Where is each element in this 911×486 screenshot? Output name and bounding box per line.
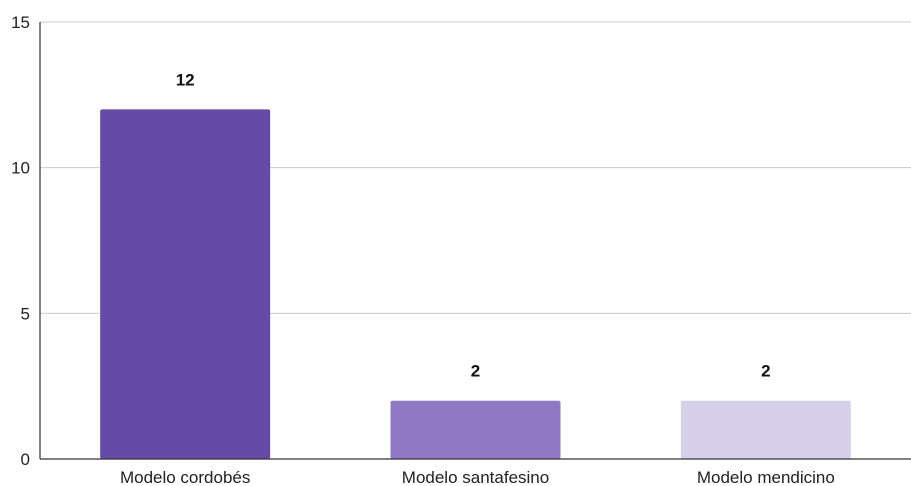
- y-tick-label: 10: [11, 159, 30, 178]
- bars: [100, 109, 851, 460]
- bar: [680, 400, 851, 459]
- y-tick-labels: 0 5 10 15: [11, 13, 30, 469]
- category-labels: Modelo cordobés Modelo santafesino Modelo …: [120, 468, 835, 486]
- data-labels: 12 2 2: [176, 70, 771, 380]
- data-label: 2: [761, 362, 770, 381]
- axes: [39, 22, 911, 460]
- y-tick-label: 5: [21, 304, 30, 323]
- data-label: 2: [471, 362, 480, 381]
- data-label: 12: [176, 70, 195, 89]
- category-label: Modelo mendicino: [697, 468, 835, 486]
- bar: [100, 109, 271, 460]
- y-tick-label: 15: [11, 13, 30, 32]
- category-label: Modelo cordobés: [120, 468, 250, 486]
- y-tick-label: 0: [21, 450, 30, 469]
- category-label: Modelo santafesino: [402, 468, 549, 486]
- bar: [390, 400, 561, 459]
